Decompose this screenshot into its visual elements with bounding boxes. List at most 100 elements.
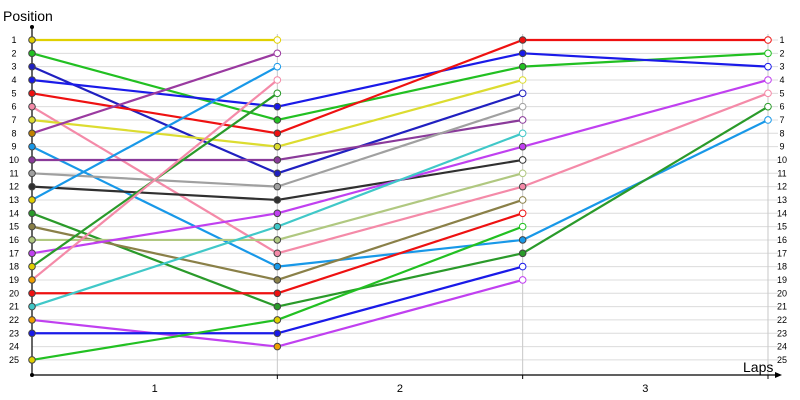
data-point — [273, 36, 282, 44]
data-point — [518, 236, 527, 244]
y-tick-label: 18 — [9, 262, 19, 272]
data-point — [764, 49, 772, 58]
axis-origin-dot — [30, 373, 34, 377]
data-point — [518, 36, 527, 44]
y-axis-end-dot — [30, 25, 34, 29]
data-point — [764, 62, 772, 71]
data-point — [518, 182, 527, 191]
y-tick-label: 15 — [9, 222, 19, 232]
data-point — [28, 196, 36, 204]
y-tick-label: 21 — [777, 302, 787, 312]
y-axis-title: Position — [3, 8, 53, 24]
data-point — [28, 182, 36, 191]
data-point — [273, 62, 282, 71]
y-tick-label: 10 — [9, 155, 19, 165]
data-point — [273, 196, 282, 204]
data-point — [273, 262, 282, 271]
data-point — [518, 102, 527, 111]
x-tick-label: 2 — [397, 383, 403, 395]
x-axis-arrow — [775, 372, 782, 378]
y-tick-label: 25 — [9, 355, 19, 365]
data-point — [28, 62, 36, 71]
data-point — [28, 249, 36, 258]
y-tick-label: 21 — [9, 302, 19, 312]
data-point — [273, 342, 282, 351]
y-tick-label: 12 — [777, 182, 787, 192]
series-line — [31, 52, 278, 135]
data-point — [518, 222, 527, 231]
data-point — [518, 49, 527, 58]
data-point — [518, 116, 527, 124]
lap-dividers — [276, 34, 769, 375]
x-tick-label: 3 — [642, 383, 648, 395]
data-point — [273, 89, 282, 98]
data-point — [273, 102, 282, 111]
y-tick-label: 1 — [11, 35, 16, 45]
data-point — [273, 222, 282, 231]
grid-lines — [32, 39, 778, 361]
data-point — [518, 209, 527, 218]
y-tick-label: 6 — [779, 102, 784, 112]
y-tick-label: 14 — [777, 208, 787, 218]
y-tick-label: 17 — [9, 248, 19, 258]
data-point — [28, 116, 36, 124]
y-tick-label: 3 — [11, 62, 16, 72]
x-axis-title: Laps — [743, 359, 773, 375]
data-point — [764, 116, 772, 124]
series-line — [31, 105, 769, 308]
data-point — [518, 142, 527, 151]
data-point — [28, 276, 36, 284]
data-point — [273, 329, 282, 338]
y-tick-label: 5 — [11, 88, 16, 98]
data-point — [273, 116, 282, 124]
y-tick-label: 16 — [777, 235, 787, 245]
y-tick-label: 23 — [9, 328, 19, 338]
data-point — [28, 102, 36, 111]
y-tick-label: 15 — [777, 222, 787, 232]
series-line — [31, 79, 279, 281]
data-point — [28, 302, 36, 311]
y-tick-label: 20 — [9, 288, 19, 298]
y-tick-label: 12 — [9, 182, 19, 192]
y-tick-label: 20 — [777, 288, 787, 298]
data-point — [273, 276, 282, 284]
data-point — [28, 262, 36, 271]
data-point — [28, 142, 36, 151]
data-point — [273, 142, 282, 151]
data-point — [518, 169, 527, 178]
y-tick-label: 7 — [779, 115, 784, 125]
series-line — [31, 78, 769, 255]
data-point — [764, 89, 772, 98]
y-tick-label: 13 — [9, 195, 19, 205]
data-point — [28, 356, 36, 364]
data-point — [518, 129, 527, 138]
y-tick-label: 19 — [777, 275, 787, 285]
y-tick-label: 3 — [779, 62, 784, 72]
data-point — [28, 49, 36, 58]
data-point — [28, 316, 36, 324]
data-point — [28, 129, 36, 138]
y-tick-labels-right: 1234567891011121314151617181920212223242… — [777, 35, 787, 365]
data-point — [28, 329, 36, 338]
y-tick-label: 5 — [779, 88, 784, 98]
y-tick-label: 11 — [9, 168, 18, 178]
data-point — [28, 89, 36, 98]
data-point — [28, 236, 36, 244]
data-point — [273, 156, 282, 164]
y-tick-label: 6 — [11, 102, 16, 112]
y-tick-labels-left: 1234567891011121314151617181920212223242… — [9, 35, 19, 365]
series-markers — [28, 36, 772, 364]
data-point — [273, 209, 282, 218]
y-tick-label: 4 — [779, 75, 784, 85]
x-tick-label: 1 — [152, 383, 158, 395]
y-tick-label: 8 — [11, 128, 16, 138]
series-line — [31, 65, 278, 201]
y-tick-label: 9 — [11, 142, 16, 152]
data-point — [28, 289, 36, 298]
y-tick-label: 22 — [777, 315, 787, 325]
data-point — [273, 182, 282, 191]
y-tick-label: 18 — [777, 262, 787, 272]
y-tick-label: 4 — [11, 75, 16, 85]
data-point — [28, 169, 36, 178]
